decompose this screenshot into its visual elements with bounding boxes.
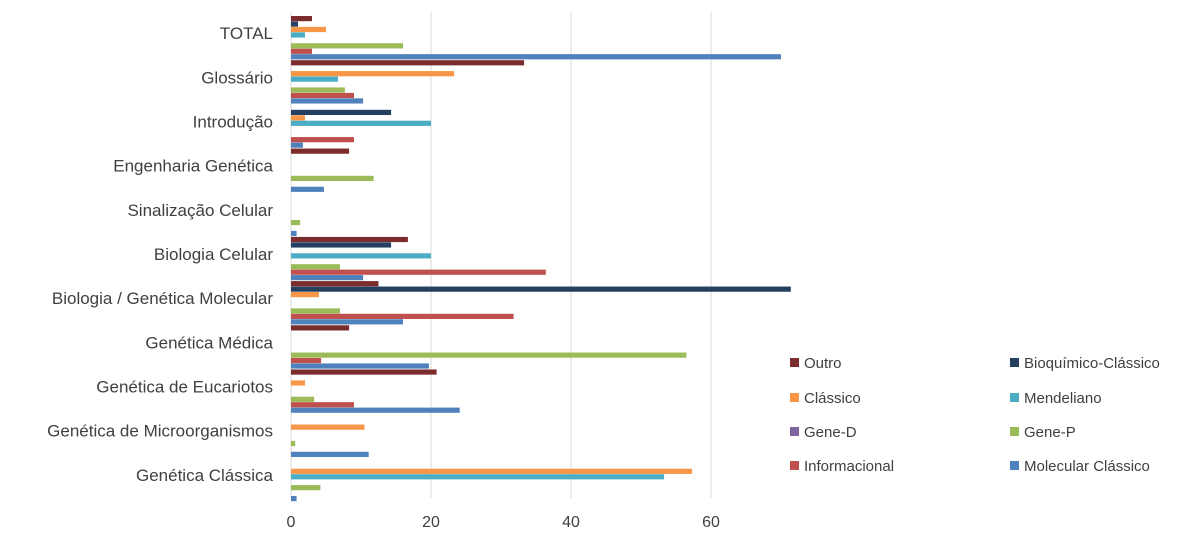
bar [291, 242, 392, 248]
bar [291, 142, 303, 148]
bar [291, 120, 431, 126]
legend-swatch [1010, 358, 1019, 367]
bar [291, 236, 408, 243]
legend-swatch [1010, 427, 1019, 436]
bar [291, 451, 369, 457]
bar [291, 148, 350, 154]
category-label: Biologia Celular [154, 245, 273, 264]
legend-swatch [790, 461, 799, 470]
category-labels: TOTAL Glossário Introdução Engenharia Genét… [47, 24, 273, 485]
bars [291, 16, 791, 502]
x-tick-label: 0 [287, 514, 296, 531]
bar [291, 291, 319, 298]
legend-label: Clássico [804, 390, 861, 407]
bar [291, 363, 429, 369]
legend-swatch [1010, 393, 1019, 402]
bar [291, 32, 305, 38]
bar [291, 369, 437, 375]
category-label: Genética Médica [145, 333, 273, 352]
bar [291, 54, 781, 60]
bar [291, 313, 514, 319]
bar [291, 357, 322, 364]
x-tick-label: 20 [422, 514, 440, 531]
bar [291, 424, 365, 430]
bar [291, 219, 301, 226]
bar [291, 60, 525, 66]
category-label: TOTAL [220, 24, 273, 43]
legend-swatch [1010, 461, 1019, 470]
category-label: Genética Clássica [136, 466, 274, 485]
bar [291, 402, 354, 408]
category-label: Genética de Eucariotos [96, 378, 273, 397]
bar [291, 495, 297, 502]
bar [291, 76, 338, 82]
legend: Outro Bioquímico-Clássico Clássico Mendelia… [790, 355, 1160, 475]
bar [291, 281, 379, 287]
bar [291, 115, 305, 121]
x-tick-labels: 0 20 40 60 [287, 514, 720, 531]
bar [291, 16, 312, 22]
legend-label: Bioquímico-Clássico [1024, 355, 1160, 372]
bar [291, 269, 546, 275]
bar [291, 175, 374, 181]
bar [291, 87, 345, 93]
category-label: Engenharia Genética [113, 157, 273, 176]
bar [291, 230, 297, 237]
bar [291, 264, 340, 270]
category-label: Genética de Microorganismos [47, 422, 273, 441]
legend-label: Informacional [804, 458, 894, 475]
legend-swatch [790, 427, 799, 436]
bar [291, 308, 340, 314]
bar [291, 186, 324, 192]
x-tick-label: 60 [702, 514, 720, 531]
bar [291, 468, 693, 474]
bar [291, 485, 321, 491]
bar [291, 325, 350, 331]
bar [291, 352, 687, 358]
legend-label: Mendeliano [1024, 390, 1102, 407]
x-tick-label: 40 [562, 514, 580, 531]
bar [291, 48, 312, 54]
bar [291, 92, 354, 99]
bar [291, 286, 791, 292]
bar [291, 407, 460, 413]
bar [291, 98, 364, 104]
bar [291, 319, 403, 325]
bar [291, 253, 431, 259]
legend-label: Molecular Clássico [1024, 458, 1150, 475]
bar [291, 380, 305, 386]
legend-label: Outro [804, 355, 842, 372]
bar [291, 396, 315, 402]
bar [291, 71, 455, 77]
bar [291, 109, 392, 116]
legend-label: Gene-D [804, 424, 857, 441]
category-label: Sinalização Celular [127, 201, 273, 220]
bar [291, 137, 354, 143]
legend-swatch [790, 358, 799, 367]
category-label: Biologia / Genética Molecular [52, 289, 273, 308]
bar [291, 275, 364, 281]
legend-label: Gene-P [1024, 424, 1076, 441]
category-label: Introdução [193, 112, 273, 131]
legend-swatch [790, 393, 799, 402]
category-label: Glossário [201, 68, 273, 87]
bar [291, 474, 665, 480]
bar [291, 440, 296, 447]
bar [291, 21, 298, 27]
bar [291, 43, 403, 49]
bar [291, 26, 326, 33]
gridlines [430, 12, 712, 498]
